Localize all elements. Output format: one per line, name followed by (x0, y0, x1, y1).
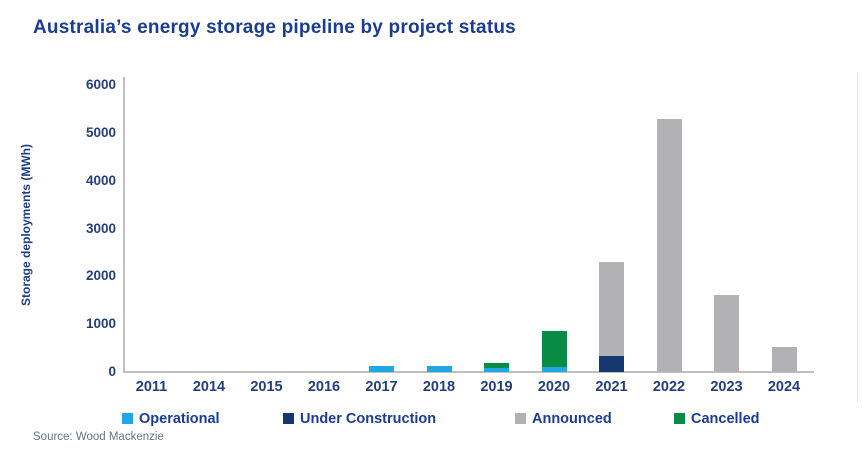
bar-segment-cancelled (541, 331, 567, 367)
bar-segment-announced (771, 346, 797, 372)
source-note: Source: Wood Mackenzie (33, 431, 164, 443)
x-axis-tick-label: 2023 (710, 379, 743, 395)
y-axis-tick-label: 3000 (85, 220, 116, 236)
legend-item-announced: Announced (515, 410, 612, 427)
x-axis-tick-label: 2016 (307, 379, 341, 395)
chart-title: Australia’s energy storage pipeline by p… (33, 17, 516, 38)
legend-label: Operational (139, 410, 220, 427)
bar-segment-announced (714, 295, 739, 372)
legend-label: Cancelled (691, 410, 760, 427)
legend-item-under-construction: Under Construction (283, 410, 436, 427)
x-axis-tick-label: 2022 (652, 379, 686, 395)
bar-stack-2022 (656, 119, 682, 372)
y-axis-title: Storage deployments (MWh) (19, 144, 33, 307)
bar-segment-operational (541, 366, 567, 372)
bar-segment-under-construction (599, 355, 624, 372)
x-axis-tick-label: 2021 (595, 379, 628, 395)
bar-segment-announced (599, 261, 624, 356)
y-axis-tick-label: 1000 (85, 316, 116, 332)
legend-swatch-icon (515, 413, 526, 424)
bar-segment-operational (369, 365, 394, 372)
legend-swatch-icon (283, 413, 294, 424)
bar-segment-operational (484, 368, 509, 372)
bar-stack-2018 (426, 365, 452, 372)
legend-swatch-icon (122, 413, 133, 424)
plot-right-border (857, 72, 858, 402)
y-axis-tick-label: 0 (108, 364, 116, 379)
y-axis-tick-label: 6000 (85, 77, 116, 92)
x-axis-tick-label: 2019 (480, 379, 513, 395)
legend-item-operational: Operational (122, 410, 220, 427)
x-axis-tick-label: 2015 (250, 379, 283, 395)
legend-label: Under Construction (300, 410, 437, 427)
bar-stack-2023 (714, 295, 739, 372)
legend-swatch-icon (674, 413, 685, 424)
bar-stack-2017 (369, 365, 394, 372)
bar-stack-2020 (541, 331, 567, 372)
y-axis-tick-label: 4000 (85, 172, 116, 188)
y-axis-line (123, 77, 125, 372)
legend-label: Announced (532, 410, 612, 427)
bar-stack-2021 (599, 261, 624, 372)
x-axis-tick-label: 2018 (422, 379, 456, 395)
bar-stack-2024 (771, 346, 797, 372)
x-axis-tick-label: 2020 (537, 379, 571, 395)
x-axis-tick-label: 2014 (192, 379, 226, 395)
legend-item-cancelled: Cancelled (674, 410, 760, 427)
y-axis-tick-label: 5000 (85, 124, 116, 140)
x-axis-tick-label: 2011 (135, 379, 168, 395)
x-axis-tick-label: 2017 (365, 379, 398, 395)
bar-segment-operational (426, 365, 452, 372)
x-axis-tick-label: 2024 (767, 379, 801, 395)
bar-stack-2019 (484, 363, 509, 372)
bar-segment-announced (656, 119, 682, 372)
bar-segment-cancelled (484, 363, 509, 369)
x-axis-line (123, 370, 814, 373)
y-axis-tick-label: 2000 (85, 268, 116, 284)
